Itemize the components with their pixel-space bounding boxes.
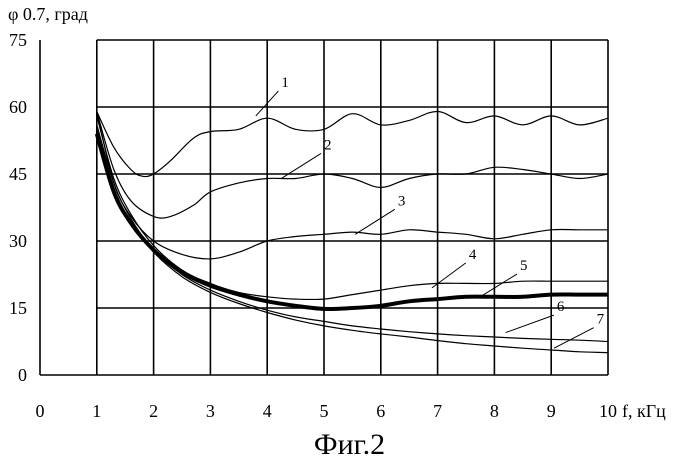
leader-line	[355, 209, 395, 234]
curve-label: 5	[520, 258, 528, 274]
x-tick-label: 0	[36, 401, 45, 421]
x-tick-label: 2	[149, 401, 158, 421]
series-line-5	[97, 134, 608, 309]
x-axis-label: f, кГц	[622, 401, 666, 421]
leader-line	[506, 315, 554, 332]
x-tick-label: 3	[206, 401, 215, 421]
x-tick-label: 4	[263, 401, 272, 421]
y-tick-label: 30	[9, 231, 27, 251]
curve-label: 2	[324, 137, 332, 153]
y-tick-label: 0	[18, 365, 27, 385]
axes	[40, 40, 97, 375]
curve-label: 4	[469, 247, 477, 263]
leader-line	[480, 274, 517, 297]
y-tick-label: 15	[9, 298, 27, 318]
leader-line	[554, 328, 594, 349]
x-tick-label: 7	[433, 401, 442, 421]
series-lines	[97, 111, 608, 352]
y-tick-label: 60	[9, 97, 27, 117]
y-tick-label: 45	[9, 164, 27, 184]
y-axis-label: φ 0.7, град	[8, 4, 88, 24]
line-chart: 01530456075 012345678910 1234567 φ 0.7, …	[0, 0, 699, 430]
series-line-1	[97, 111, 608, 176]
curve-label: 1	[281, 75, 289, 91]
x-tick-label: 6	[376, 401, 385, 421]
series-line-4	[97, 116, 608, 300]
x-tick-label: 1	[92, 401, 101, 421]
x-tick-label: 8	[490, 401, 499, 421]
series-line-3	[97, 112, 608, 259]
x-tick-label: 5	[320, 401, 329, 421]
x-tick-labels: 0 1 2 3 4 5 6 7 8 9 10	[36, 401, 618, 421]
x-tick-label: 10	[599, 401, 617, 421]
series-line-2	[97, 112, 608, 219]
grid	[97, 40, 608, 375]
y-tick-label: 75	[9, 30, 27, 50]
figure-caption: Фиг.2	[0, 428, 699, 462]
curve-label: 6	[557, 299, 565, 315]
y-tick-labels: 0 15 30 45 60 75	[9, 30, 27, 385]
curve-label: 7	[597, 312, 605, 328]
x-tick-label: 9	[547, 401, 556, 421]
curve-label: 3	[398, 193, 406, 209]
